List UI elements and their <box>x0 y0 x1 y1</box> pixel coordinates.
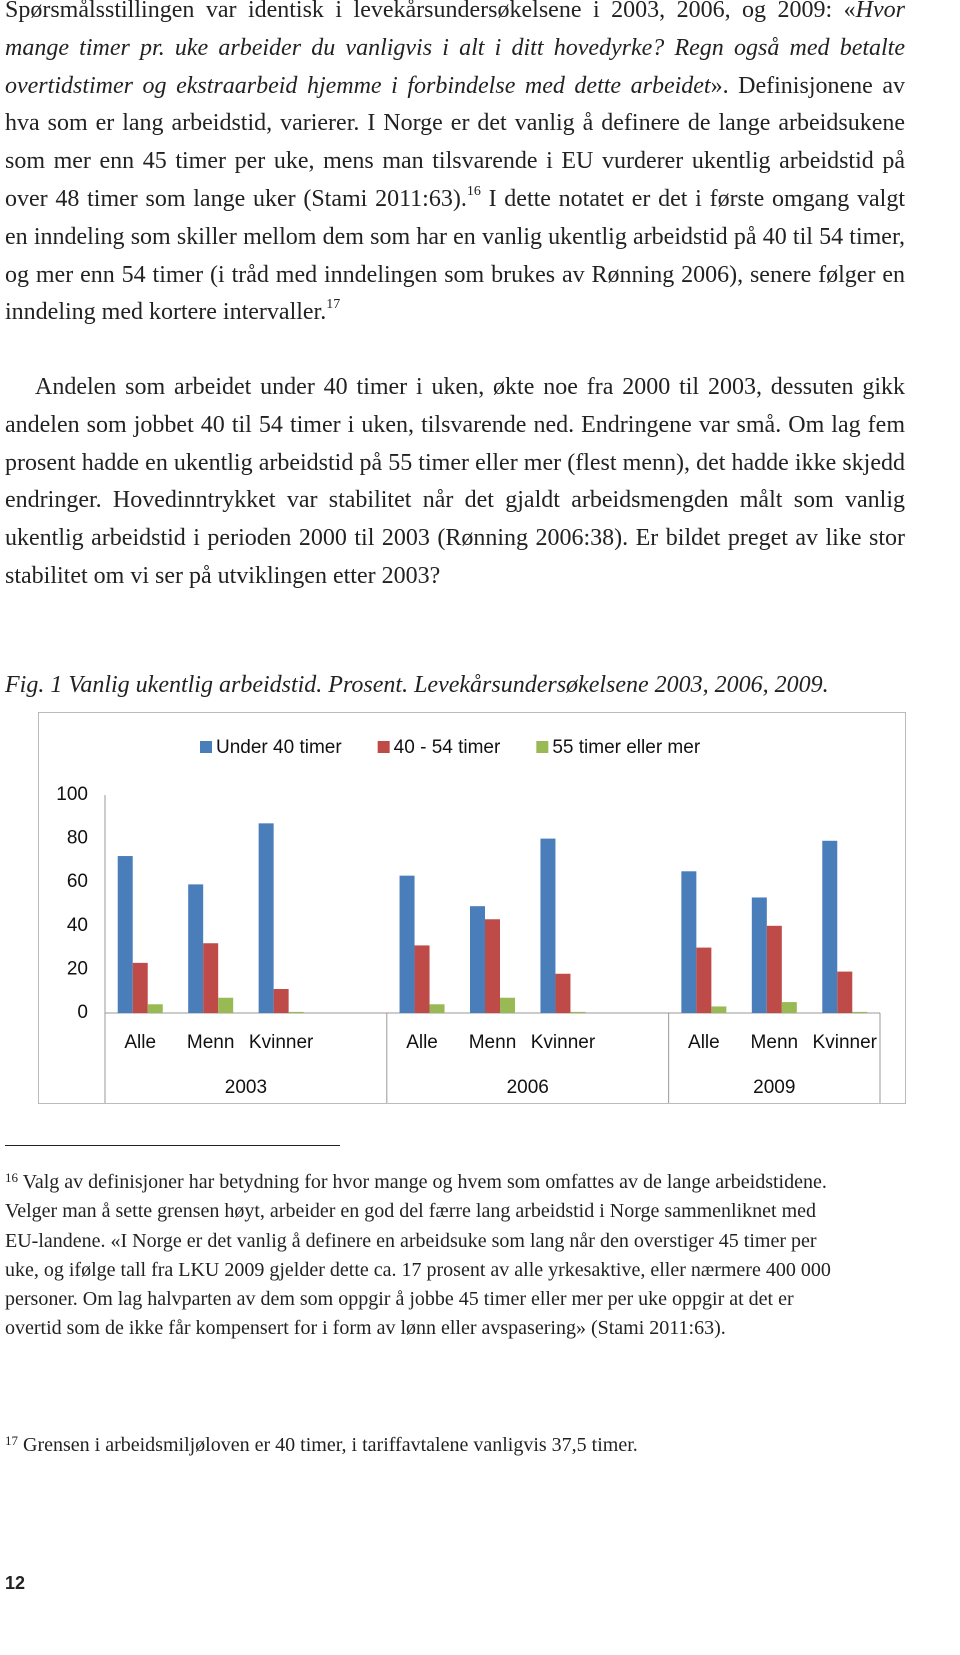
footnote-ref[interactable]: 16 <box>466 183 481 199</box>
bar <box>540 838 556 1013</box>
footnote: 17 Grensen i arbeidsmiljøloven er 40 tim… <box>5 1431 835 1460</box>
bar <box>485 919 500 1013</box>
text: I dette notatet er det i første omgang v… <box>5 185 905 326</box>
italic-text: Hvor mange timer pr. uke arbeider du van… <box>5 0 905 99</box>
footnote-rule <box>5 1145 340 1146</box>
y-tick-label: 40 <box>67 915 88 936</box>
bar <box>132 962 148 1013</box>
x-tick-label: Menn <box>469 1032 517 1053</box>
y-tick-label: 100 <box>56 784 88 805</box>
paragraph: Spørsmålsstillingen var identisk i levek… <box>5 0 905 332</box>
legend-swatch <box>200 741 212 753</box>
bar <box>147 1004 163 1013</box>
bar <box>429 1004 445 1013</box>
y-tick-label: 60 <box>67 871 88 892</box>
bar <box>852 1011 868 1013</box>
paragraph: Andelen som arbeidet under 40 timer i uk… <box>5 369 905 596</box>
bar <box>288 1011 304 1013</box>
bar <box>500 997 515 1013</box>
bar <box>711 1006 727 1013</box>
bar <box>258 823 274 1013</box>
bar <box>837 971 853 1013</box>
footnote-ref[interactable]: 17 <box>326 297 341 313</box>
group-label: 2003 <box>225 1077 267 1098</box>
y-tick-label: 0 <box>77 1002 88 1023</box>
y-tick-label: 80 <box>67 828 88 849</box>
bar <box>203 943 219 1013</box>
bar <box>696 947 712 1013</box>
bar <box>399 875 415 1013</box>
footnote: 16 Valg av definisjoner har betydning fo… <box>5 1168 835 1344</box>
bar <box>751 897 767 1013</box>
legend-swatch <box>536 741 549 753</box>
legend-swatch <box>377 741 390 753</box>
bar <box>822 840 838 1013</box>
text: Spørsmålsstillingen var identisk i levek… <box>5 0 856 23</box>
bar <box>273 989 289 1013</box>
bar <box>555 973 571 1013</box>
x-tick-label: Menn <box>751 1032 799 1053</box>
bar <box>470 906 485 1013</box>
bar <box>188 884 204 1013</box>
x-tick-label: Menn <box>187 1032 235 1053</box>
footnote-text: Grensen i arbeidsmiljøloven er 40 timer,… <box>23 1434 638 1456</box>
legend-label: 40 - 54 timer <box>394 737 501 758</box>
footnote-number: 17 <box>5 1433 18 1448</box>
x-tick-label: Alle <box>406 1032 438 1053</box>
footnote-number: 16 <box>5 1170 18 1185</box>
footnote-text: Valg av definisjoner har betydning for h… <box>5 1171 831 1340</box>
group-label: 2009 <box>753 1077 795 1098</box>
bar <box>218 997 234 1013</box>
page-number: 12 <box>5 1573 26 1593</box>
bar <box>681 871 697 1013</box>
y-tick-label: 20 <box>67 958 88 979</box>
x-tick-label: Kvinner <box>813 1032 878 1053</box>
figure-caption: Fig. 1 Vanlig ukentlig arbeidstid. Prose… <box>5 672 829 698</box>
text: ». Definisjonene av hva som er lang arbe… <box>5 72 905 212</box>
group-label: 2006 <box>507 1077 549 1098</box>
x-tick-label: Alle <box>124 1032 156 1053</box>
x-tick-label: Alle <box>688 1032 720 1053</box>
legend-label: Under 40 timer <box>216 737 342 758</box>
bar <box>570 1011 586 1013</box>
x-tick-label: Kvinner <box>249 1032 314 1053</box>
bar <box>766 925 782 1013</box>
chart: 0 20 40 60 80 100 Alle Menn Kvinner 2003 Alle Menn K… <box>38 712 906 1104</box>
bar <box>117 856 133 1013</box>
text: Andelen som arbeidet under 40 timer i uk… <box>5 374 905 589</box>
bar <box>414 945 430 1013</box>
legend-label: 55 timer eller mer <box>552 737 700 758</box>
x-tick-label: Kvinner <box>531 1032 596 1053</box>
bar <box>781 1002 797 1013</box>
